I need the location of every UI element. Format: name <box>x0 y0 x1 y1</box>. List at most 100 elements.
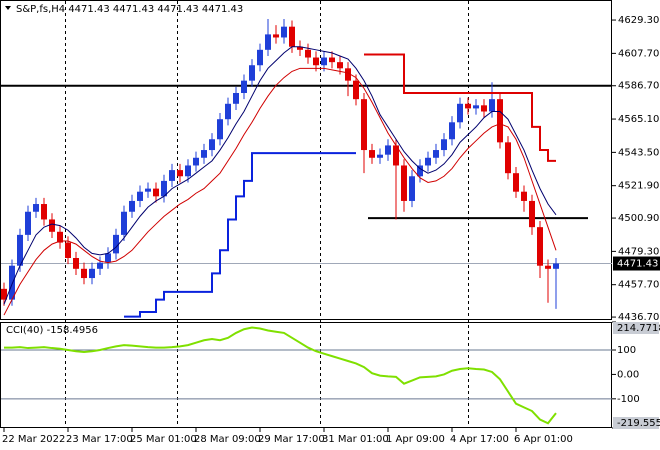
cci-line <box>4 326 557 425</box>
candle-body <box>417 165 423 177</box>
candle-body <box>1 288 7 300</box>
candle-body <box>121 211 127 235</box>
y-tick-label: 4500.90 <box>618 213 659 224</box>
y-tick-label: -219.555 <box>617 418 660 429</box>
candle-body <box>305 49 311 58</box>
candle-body <box>161 180 167 197</box>
y-tick-box <box>613 417 659 429</box>
candle-body <box>257 49 263 66</box>
x-tick-label: 4 Apr 17:00 <box>450 434 509 445</box>
candle-body <box>497 99 503 143</box>
price-panel-frame <box>0 0 612 320</box>
indicator-line <box>3 67 557 316</box>
candle-body <box>337 62 343 69</box>
cci-title: CCI(40) -158.4956 <box>6 325 98 336</box>
y-tick-label: 4521.90 <box>618 181 659 192</box>
x-tick-label: 23 Mar 17:00 <box>66 434 133 445</box>
menu-arrow <box>5 6 11 10</box>
y-tick-label: 4607.70 <box>618 48 659 59</box>
candle-body <box>241 80 247 93</box>
candle-body <box>353 80 359 100</box>
candle-body <box>553 263 559 269</box>
candle-body <box>9 265 15 300</box>
candle-body <box>49 219 55 232</box>
indicator-line <box>3 46 557 305</box>
y-tick-label: -100 <box>617 394 640 405</box>
candle-body <box>73 258 79 269</box>
candle-body <box>313 57 319 66</box>
cci-panel-frame <box>0 322 612 428</box>
y-tick-label: 4629.30 <box>618 15 659 26</box>
candle-body <box>529 200 535 228</box>
candle-body <box>377 154 383 158</box>
candle-body <box>209 139 215 151</box>
x-tick-label: 31 Mar 01:00 <box>322 434 389 445</box>
candle-body <box>57 231 63 243</box>
candle-body <box>193 157 199 166</box>
candle-body <box>33 204 39 212</box>
candle-body <box>449 122 455 140</box>
last-price-box <box>613 256 660 271</box>
candle-body <box>545 265 551 269</box>
candle-body <box>425 157 431 166</box>
candle-body <box>481 105 487 112</box>
candle-body <box>97 262 103 269</box>
candle-body <box>441 139 447 151</box>
candle-body <box>265 34 271 50</box>
candle-body <box>537 227 543 266</box>
x-tick-label: 6 Apr 01:00 <box>514 434 573 445</box>
candle-body <box>273 34 279 38</box>
candle-body <box>321 57 327 66</box>
y-tick-label: 4586.70 <box>618 81 659 92</box>
x-tick-label: 29 Mar 17:00 <box>258 434 325 445</box>
candle-body <box>113 234 119 254</box>
candle-body <box>169 170 175 181</box>
candle-body <box>465 103 471 109</box>
indicator-line <box>364 53 556 162</box>
candle-body <box>249 65 255 81</box>
candle-body <box>513 173 519 192</box>
candle-body <box>345 68 351 81</box>
candle-body <box>17 234 23 266</box>
x-tick-label: 1 Apr 09:00 <box>386 434 445 445</box>
candle-body <box>489 99 495 112</box>
candle-body <box>505 142 511 174</box>
x-tick-label: 25 Mar 01:00 <box>130 434 197 445</box>
candle-body <box>473 105 479 109</box>
candle-body <box>409 176 415 201</box>
candle-body <box>41 204 47 220</box>
last-price-label: 4471.43 <box>617 259 658 270</box>
x-tick-label: 28 Mar 09:00 <box>194 434 261 445</box>
y-tick-label: 4457.70 <box>618 280 659 291</box>
candle-body <box>297 46 303 50</box>
candle-body <box>201 150 207 158</box>
candle-body <box>225 103 231 120</box>
candle-body <box>361 99 367 151</box>
y-tick-label: 4436.70 <box>618 312 659 323</box>
candle-body <box>153 188 159 197</box>
candle-body <box>369 150 375 158</box>
candle-body <box>129 200 135 212</box>
candle-body <box>457 103 463 123</box>
candle-body <box>217 119 223 140</box>
y-tick-label: 0.00 <box>617 369 639 380</box>
candle-body <box>89 268 95 279</box>
candle-body <box>233 92 239 104</box>
x-tick-label: 22 Mar 2022 <box>2 434 65 445</box>
candle-body <box>393 145 399 166</box>
y-tick-label: 4543.50 <box>618 147 659 158</box>
y-tick-label: 4479.30 <box>618 246 659 257</box>
candle-body <box>401 165 407 201</box>
candle-body <box>281 26 287 38</box>
candle-body <box>433 150 439 158</box>
candle-body <box>385 145 391 155</box>
candle-body <box>137 191 143 201</box>
candle-body <box>329 57 335 63</box>
y-tick-label: 4565.10 <box>618 114 659 125</box>
candle-body <box>65 242 71 259</box>
chart-title: S&P,fs,H4 4471.43 4471.43 4471.43 4471.4… <box>16 4 243 15</box>
y-tick-label: 100 <box>617 345 636 356</box>
candle-body <box>105 253 111 263</box>
